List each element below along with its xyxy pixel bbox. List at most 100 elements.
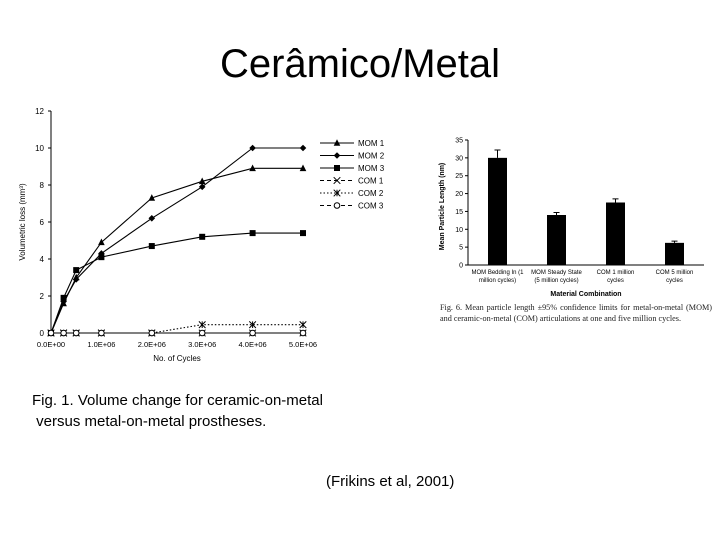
data-point [148,243,155,250]
error-bar [612,198,619,203]
series-line [50,167,303,334]
y-tick-label: 4 [40,255,45,264]
legend-entry: COM 1 [320,177,384,186]
legend-marker [333,152,341,159]
legend-label: MOM 2 [358,152,385,161]
data-point [299,144,307,152]
legend-entry: MOM 2 [320,152,385,161]
y-tick-label: 0 [40,329,45,338]
x-axis-title: Material Combination [550,291,621,298]
data-point [198,177,206,185]
series-mom-3 [48,230,306,336]
y-tick-label: 8 [40,181,45,190]
data-point [73,267,80,274]
y-axis-title: Volumetric loss (mm³) [18,183,27,261]
data-point [60,298,67,305]
data-point [300,230,306,237]
y-tick-label: 2 [40,292,45,301]
category-label: cycles [666,278,683,284]
data-point [249,230,256,237]
legend-label: MOM 3 [358,164,385,173]
y-tick-label: 12 [35,107,44,116]
data-point [148,194,156,201]
series-line [50,232,303,334]
x-tick-label: 1.0E+06 [87,340,115,349]
legend-marker [333,176,341,185]
data-point [98,254,105,261]
citation: (Frikins et al, 2001) [326,473,455,490]
y-tick-label: 5 [459,245,463,252]
y-tick-label: 10 [35,144,44,153]
fig1-caption: Fig. 1. Volume change for ceramic-on-met… [32,390,392,432]
slide-title: Cerâmico/Metal [219,42,501,86]
category-label: cycles [607,278,624,284]
category-label: COM 5 million [656,270,694,276]
category-label: MOM Bedding In (1 [471,270,524,276]
data-point [198,183,206,191]
legend-entry: MOM 3 [320,164,385,173]
y-tick-label: 10 [455,227,463,234]
data-point [98,250,105,257]
category-label: MOM Steady State [531,270,582,276]
legend-label: COM 3 [358,202,384,211]
bar [547,215,566,265]
legend-marker [333,202,341,209]
y-tick-label: 6 [40,218,45,227]
legend-marker [333,189,341,197]
data-point [249,164,256,172]
series-line [50,147,303,334]
particle-length-chart: 0 5 10 15 20 25 30 35 MOM Bedding In (1 million c… [439,138,704,298]
fig6-caption: Fig. 6. Mean particle length ±95% confid… [440,303,712,323]
fig1-caption-line2: versus metal-on-metal prostheses. [32,413,267,430]
legend-label: MOM 1 [358,139,385,148]
data-point [72,276,80,283]
x-tick-label: 4.0E+06 [239,340,267,349]
data-point [299,164,307,172]
data-point [148,215,156,222]
error-bar [494,149,501,158]
fig1-caption-line1: Fig. 1. Volume change for ceramic-on-met… [32,392,323,409]
x-tick-label: 0.0E+00 [37,340,65,349]
data-point [249,144,256,152]
data-point [72,329,80,337]
data-point [248,321,257,329]
y-tick-label: 15 [455,209,463,216]
series-mom-1 [47,164,307,336]
data-point [60,329,67,337]
series-com-3 [47,329,307,337]
bar [606,202,625,265]
legend-marker [333,139,341,146]
volumetric-loss-chart: 0 2 4 6 8 10 12 0.0E+00 1.0E+06 2.0E+06 3.0E+06 4.0… [18,107,385,363]
y-tick-label: 25 [455,173,463,180]
category-label: COM 1 million [597,270,635,276]
y-tick-label: 35 [455,138,463,145]
legend-entry: MOM 1 [320,139,385,148]
series-mom-2 [47,144,307,337]
data-point [198,329,206,337]
x-tick-label: 3.0E+06 [188,340,216,349]
legend-entry: COM 3 [320,202,384,211]
legend-label: COM 2 [358,189,384,198]
data-point [299,321,307,329]
data-point [249,329,256,337]
legend-label: COM 1 [358,177,384,186]
data-point [148,329,156,337]
legend-entry: COM 2 [320,189,384,198]
data-point [199,233,206,240]
category-label: million cycles) [479,278,516,284]
data-point [98,238,105,246]
series-line [51,324,303,334]
data-point [198,321,206,329]
series-com-2 [47,321,307,337]
data-point [47,329,55,337]
y-tick-label: 20 [455,191,463,198]
y-tick-label: 0 [459,263,463,270]
y-axis-title: Mean Particle Length (nm) [439,163,446,251]
legend-marker [334,165,340,171]
error-bar [553,212,560,215]
x-tick-label: 5.0E+06 [289,340,317,349]
data-point [299,329,307,337]
y-tick-label: 30 [455,155,463,162]
bar [665,242,684,265]
data-point [60,294,67,301]
